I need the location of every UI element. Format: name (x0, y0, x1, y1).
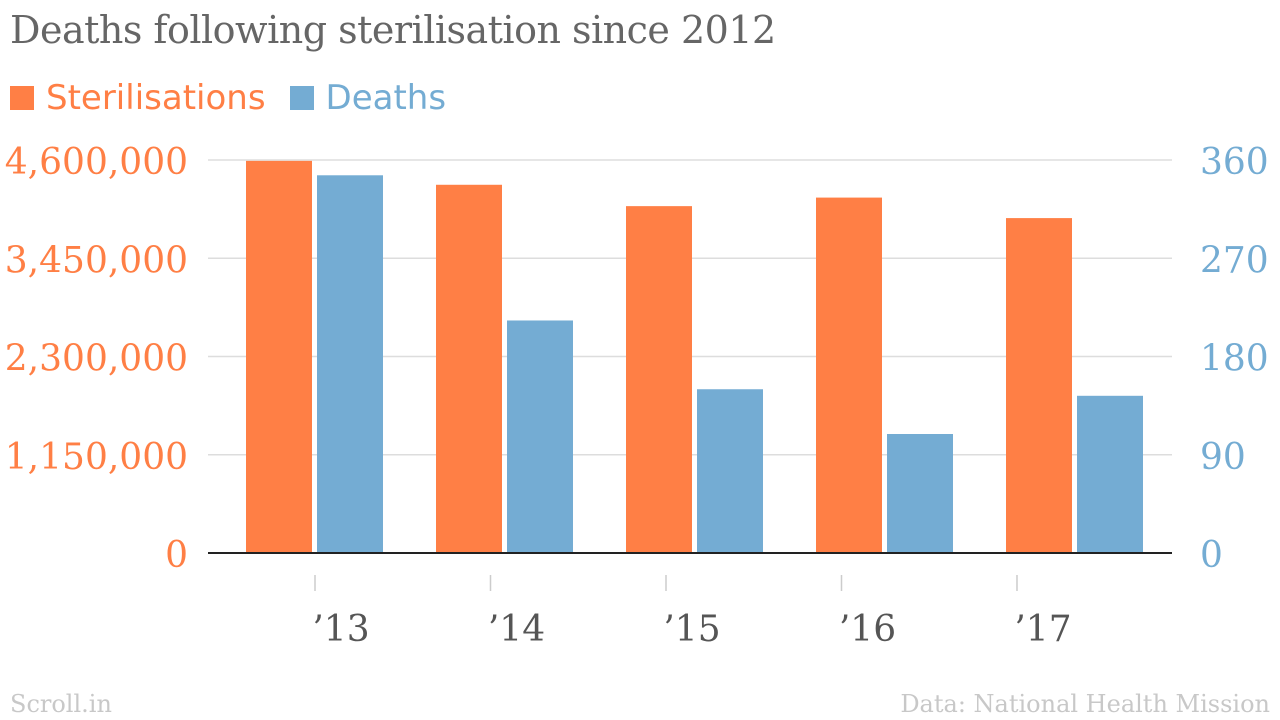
bar-deaths (887, 434, 953, 553)
y-left-tick-label: 3,450,000 (5, 240, 188, 281)
y-left-tick-label: 0 (165, 535, 188, 576)
x-tick-label: ’15 (663, 609, 720, 650)
footer-brand: Scroll.in (10, 690, 112, 718)
legend-swatch-deaths (289, 86, 314, 110)
y-right-tick-label: 180 (1200, 339, 1269, 380)
x-tick-label: ’14 (488, 609, 545, 650)
x-tick-label: ’16 (839, 609, 896, 650)
y-left-tick-label: 1,150,000 (5, 437, 188, 478)
y-left-tick-label: 4,600,000 (5, 142, 188, 183)
legend-label-sterilisations: Sterilisations (46, 78, 266, 118)
bar-deaths (507, 320, 573, 553)
legend-swatch-sterilisations (10, 86, 34, 110)
legend-label-deaths: Deaths (325, 78, 447, 118)
legend: Sterilisations Deaths (10, 76, 470, 120)
chart-title: Deaths following sterilisation since 201… (10, 8, 776, 52)
legend-item-sterilisations: Sterilisations (10, 78, 266, 118)
y-right-tick-label: 90 (1200, 437, 1246, 478)
bar-sterilisations (246, 160, 312, 553)
bar-deaths (1077, 395, 1143, 553)
y-right-tick-label: 0 (1200, 535, 1223, 576)
x-tick-label: ’13 (312, 609, 369, 650)
y-right-tick-label: 360 (1200, 142, 1269, 183)
x-tick-label: ’17 (1014, 609, 1071, 650)
bar-deaths (697, 389, 763, 553)
bar-deaths (317, 175, 383, 554)
legend-item-deaths: Deaths (289, 78, 447, 118)
bar-sterilisations (816, 197, 882, 553)
bar-sterilisations (1006, 218, 1072, 554)
y-right-tick-label: 270 (1200, 240, 1269, 281)
bar-sterilisations (436, 184, 502, 553)
y-left-tick-label: 2,300,000 (5, 339, 188, 380)
footer-source: Data: National Health Mission (900, 690, 1270, 718)
bar-sterilisations (626, 206, 692, 554)
